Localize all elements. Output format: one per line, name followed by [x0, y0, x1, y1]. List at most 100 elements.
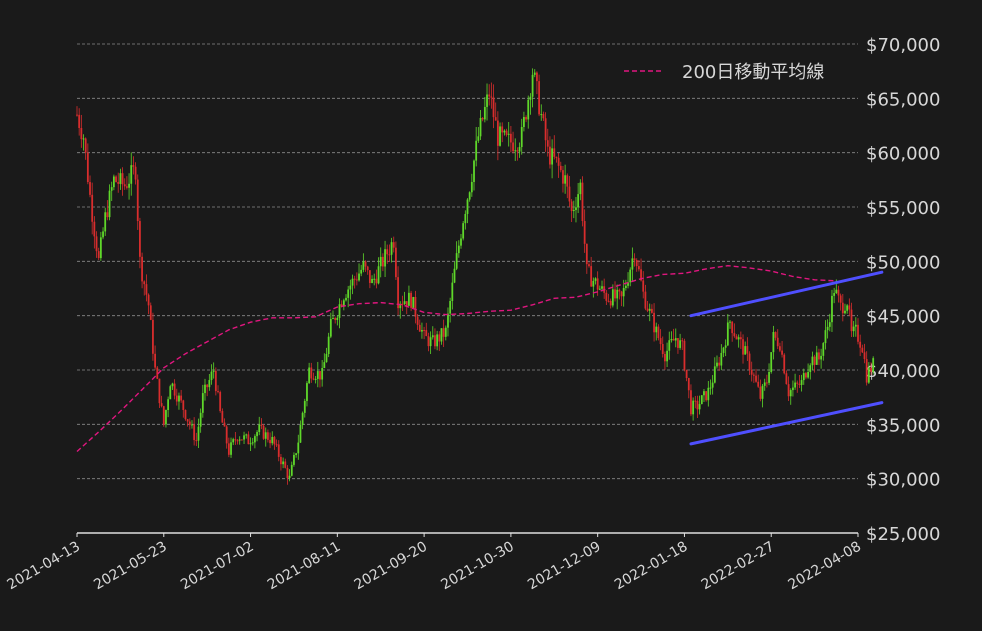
- candle-body: [789, 390, 792, 397]
- candle-body: [722, 347, 725, 353]
- candle-up: [611, 284, 614, 308]
- candle-down: [859, 334, 862, 357]
- candle-body: [700, 395, 703, 405]
- candle-body: [429, 337, 432, 347]
- candle-up: [338, 298, 341, 329]
- candle-body: [197, 426, 200, 441]
- candle-up: [828, 313, 831, 332]
- candle-down: [783, 353, 786, 375]
- candle-down: [681, 337, 684, 350]
- candle-down: [544, 112, 547, 152]
- candle-up: [533, 69, 536, 78]
- candle-body: [503, 130, 506, 133]
- candle-up: [807, 363, 810, 379]
- candle-up: [529, 93, 532, 115]
- candle-up: [666, 342, 668, 368]
- y-tick-label: $70,000: [866, 35, 940, 56]
- candle-down: [570, 199, 573, 222]
- candle-down: [546, 128, 549, 157]
- candle-down: [182, 399, 185, 418]
- candle-body: [267, 432, 269, 440]
- candle-body: [434, 335, 436, 347]
- candle-body: [559, 165, 562, 171]
- candle-down: [516, 147, 519, 161]
- candle-body: [418, 324, 421, 332]
- candle-body: [729, 321, 731, 323]
- candle-body: [627, 282, 629, 286]
- candle-body: [566, 175, 569, 187]
- candle-body: [733, 333, 736, 337]
- candle-up: [507, 122, 510, 147]
- candle-body: [286, 467, 289, 479]
- candle-body: [132, 165, 135, 167]
- candle-body: [831, 295, 833, 323]
- y-tick-label: $45,000: [866, 307, 940, 328]
- candle-up: [540, 104, 543, 121]
- candle-body: [544, 118, 547, 141]
- candle-body: [551, 148, 554, 165]
- candle-body: [735, 336, 738, 340]
- candle-body: [824, 330, 827, 344]
- candle-up: [323, 353, 326, 369]
- candle-up: [412, 296, 415, 309]
- candle-body: [598, 288, 601, 290]
- candle-body: [633, 258, 636, 261]
- candle-body: [379, 256, 382, 267]
- candle-down: [416, 314, 419, 330]
- candle-body: [381, 256, 384, 267]
- legend: 200日移動平均線: [624, 62, 824, 83]
- candle-body: [80, 127, 83, 140]
- candle-body: [529, 96, 532, 100]
- candle-up: [854, 317, 857, 337]
- candle-body: [531, 74, 534, 97]
- candle-down: [779, 342, 781, 353]
- candle-down: [95, 231, 98, 258]
- candle-up: [820, 348, 823, 369]
- candle-down: [536, 71, 538, 95]
- candle-body: [867, 367, 870, 383]
- candle-body: [230, 442, 232, 455]
- candle-down: [863, 343, 866, 364]
- candle-body: [724, 345, 727, 348]
- candle-up: [316, 361, 319, 388]
- candle-body: [342, 300, 345, 307]
- candle-body: [451, 282, 454, 302]
- candle-up: [763, 378, 766, 391]
- candle-body: [538, 81, 540, 115]
- candle-body: [325, 354, 328, 363]
- candle-body: [460, 238, 462, 246]
- candle-body: [575, 207, 577, 210]
- candle-up: [629, 267, 632, 287]
- candle-body: [761, 385, 764, 399]
- candle-body: [403, 301, 406, 304]
- candle-body: [765, 382, 768, 384]
- candle-body: [492, 97, 495, 118]
- candle-body: [388, 254, 391, 256]
- candle-down: [368, 270, 371, 289]
- candle-body: [646, 308, 649, 311]
- candle-body: [846, 305, 849, 311]
- candle-body: [217, 391, 219, 393]
- candle-body: [696, 400, 699, 410]
- candle-down: [718, 356, 721, 371]
- candle-body: [813, 356, 816, 365]
- candle-up: [440, 328, 443, 345]
- candle-body: [477, 136, 480, 141]
- candle-up: [457, 240, 460, 258]
- candle-body: [199, 412, 202, 427]
- candle-down: [731, 321, 734, 342]
- candle-body: [512, 142, 514, 152]
- candle-down: [423, 326, 426, 340]
- candle-body: [525, 117, 527, 120]
- candle-down: [410, 290, 412, 312]
- candle-down: [89, 175, 91, 198]
- candle-body: [496, 120, 499, 146]
- candle-body: [425, 330, 428, 337]
- candle-down: [696, 395, 699, 419]
- candle-body: [384, 249, 386, 267]
- candle-down: [633, 253, 636, 267]
- candle-body: [238, 439, 241, 441]
- candle-up: [824, 320, 827, 350]
- candle-body: [852, 326, 855, 332]
- candle-down: [319, 371, 321, 388]
